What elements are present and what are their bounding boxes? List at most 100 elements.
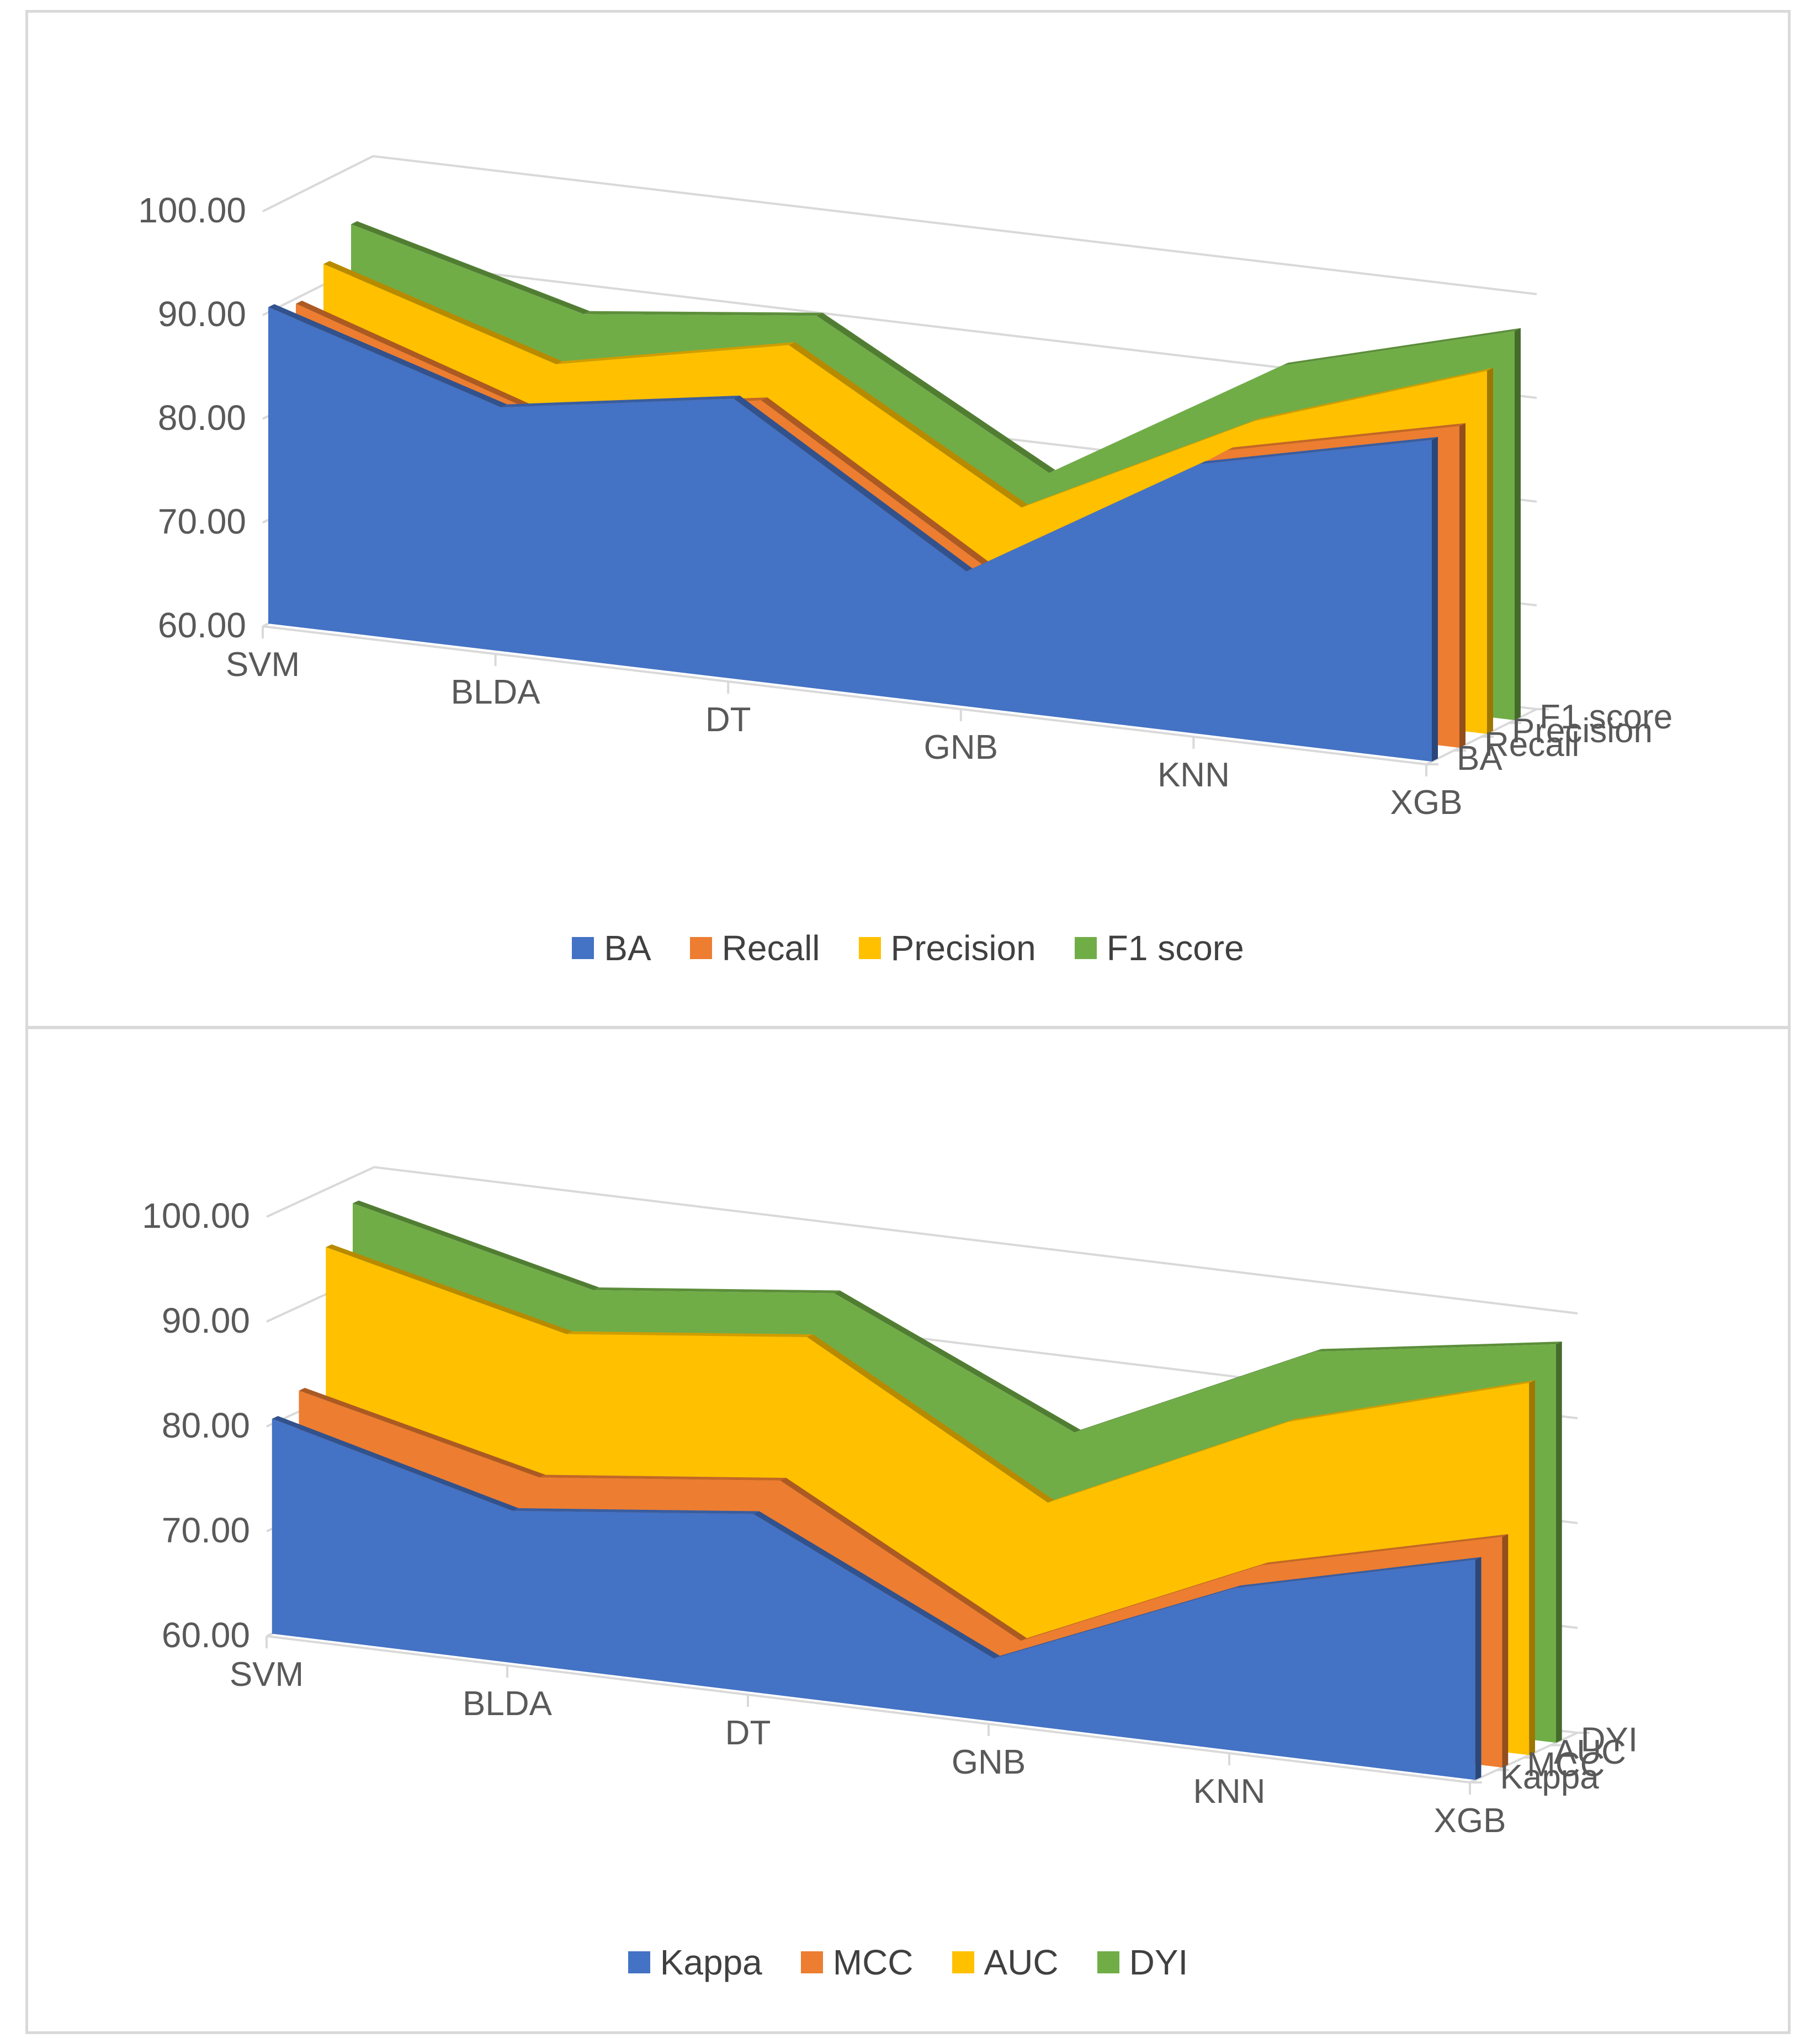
x-tick-label: BLDA <box>463 1685 553 1723</box>
depth-label: Precision <box>1512 712 1653 750</box>
legend-item: DYI <box>1097 1942 1188 1983</box>
ribbon-top-segment <box>789 342 1028 508</box>
x-axis-line <box>262 625 1427 765</box>
legend-label: AUC <box>984 1942 1059 1982</box>
legend-item: Precision <box>858 928 1036 968</box>
x-tick-label: GNB <box>952 1743 1026 1781</box>
depth-label: BA <box>1457 739 1502 778</box>
series-ribbons <box>268 221 1521 762</box>
ribbon-end-face <box>1432 437 1438 762</box>
ribbon-top-segment <box>1021 1562 1268 1641</box>
ribbon-end-face <box>1515 328 1521 720</box>
series-ba <box>268 304 1438 762</box>
ribbon-end-face <box>1502 1534 1509 1768</box>
legend-item: Kappa <box>628 1942 762 1983</box>
ribbon-top-segment <box>326 1244 572 1334</box>
legend-bottom: Kappa MCC AUC DYI <box>28 1942 1788 1983</box>
depth-label: Recall <box>1484 726 1579 764</box>
ribbon-top-segment <box>1199 437 1438 465</box>
ribbon-top-segment <box>566 1331 813 1337</box>
legend-top: BA Recall Precision F1 score <box>28 928 1788 968</box>
x-tick-label: XGB <box>1390 784 1463 822</box>
y-tick-label: 90.00 <box>158 294 246 334</box>
legend-item: MCC <box>800 1942 914 1983</box>
legend-swatch-icon <box>572 937 594 959</box>
ribbon-top-segment <box>539 1475 787 1481</box>
legend-swatch-icon <box>952 1951 974 1973</box>
gridline <box>262 155 1537 295</box>
x-tick-label: SVM <box>226 646 300 684</box>
x-tick-label: SVM <box>230 1656 304 1694</box>
legend-item: F1 score <box>1074 928 1244 968</box>
ribbon-top-segment <box>1226 423 1465 451</box>
ribbon-top-segment <box>353 1200 599 1290</box>
legend-label: BA <box>604 928 651 968</box>
depth-label: F1 score <box>1539 698 1672 736</box>
ribbon-top-segment <box>351 221 590 315</box>
ribbon-top-segment <box>593 1287 840 1294</box>
ribbon-top-segment <box>1261 1534 1509 1566</box>
x-tick-label: BLDA <box>451 673 541 711</box>
series-ribbons <box>272 1200 1562 1780</box>
ribbon-top-segment <box>807 1334 1054 1503</box>
depth-label: Kappa <box>1500 1758 1600 1796</box>
x-tick-label: XGB <box>1434 1802 1506 1840</box>
legend-label: MCC <box>832 1942 914 1982</box>
y-tick-label: 60.00 <box>162 1615 250 1655</box>
y-tick-label: 100.00 <box>138 190 246 230</box>
y-tick-label: 100.00 <box>142 1196 250 1236</box>
x-tick-label: DT <box>705 701 751 739</box>
chart-panel-top: 60.00 70.00 80.00 90.00 100.00 SVM BLDA DT GNB KN… <box>25 10 1791 1029</box>
ribbon-top-segment <box>761 397 1000 573</box>
gridline <box>266 1165 1578 1314</box>
legend-label: Recall <box>721 928 820 968</box>
ribbon-top-segment <box>501 395 740 408</box>
legend-swatch-icon <box>689 937 712 959</box>
ribbon-end-face <box>1529 1380 1535 1755</box>
ribbon-top-segment <box>268 304 507 408</box>
ribbon-top-segment <box>816 312 1055 473</box>
ribbon-end-face <box>1487 368 1493 734</box>
legend-swatch-icon <box>1074 937 1097 959</box>
depth-label: AUC <box>1554 1733 1626 1771</box>
ribbon-top-segment <box>512 1508 760 1514</box>
ribbon-top-segment <box>1075 1349 1321 1433</box>
depth-label: MCC <box>1527 1746 1605 1784</box>
y-tick-label: 80.00 <box>162 1406 250 1445</box>
ribbon-front-face <box>268 307 1432 762</box>
ribbon-top-segment <box>323 260 562 364</box>
ribbon-top-segment <box>834 1290 1081 1433</box>
x-tick-label: DT <box>725 1714 771 1752</box>
x-tick-label: GNB <box>924 728 998 766</box>
legend-swatch-icon <box>858 937 881 959</box>
ribbon-top-segment <box>780 1478 1027 1641</box>
legend-item: BA <box>572 928 651 968</box>
ribbon-top-segment <box>296 300 535 409</box>
legend-item: Recall <box>689 928 820 968</box>
legend-item: AUC <box>952 1942 1059 1983</box>
legend-swatch-icon <box>628 1951 650 1973</box>
y-tick-label: 70.00 <box>158 502 246 541</box>
y-tick-label: 80.00 <box>158 398 246 438</box>
ribbon-top-segment <box>1021 418 1261 508</box>
y-tick-label: 70.00 <box>162 1510 250 1550</box>
ribbon-top-segment <box>1315 1342 1562 1352</box>
chart-canvas-bottom: 60.00 70.00 80.00 90.00 100.00 SVM BLDA DT GNB KN… <box>142 1165 1638 1840</box>
ribbon-top-segment <box>753 1511 1000 1659</box>
x-tick-label: KNN <box>1157 756 1230 794</box>
ribbon-top-segment <box>556 342 795 364</box>
ribbon-front-face <box>272 1419 1475 1780</box>
chart-canvas-top: 60.00 70.00 80.00 90.00 100.00 SVM BLDA DT GNB KN… <box>138 155 1672 822</box>
depth-label: DYI <box>1581 1721 1638 1759</box>
ribbon-top-segment <box>1282 328 1521 366</box>
legend-label: Kappa <box>660 1942 762 1982</box>
ribbon-top-segment <box>1254 368 1493 421</box>
legend-swatch-icon <box>1097 1951 1119 1973</box>
y-tick-label: 60.00 <box>158 605 246 645</box>
legend-swatch-icon <box>800 1951 823 1973</box>
ribbon-top-segment <box>1049 363 1288 473</box>
ribbon-end-face <box>1475 1557 1482 1780</box>
y-tick-label: 90.00 <box>162 1301 250 1340</box>
ribbon-top-segment <box>1048 1419 1294 1503</box>
x-tick-label: KNN <box>1193 1772 1266 1811</box>
